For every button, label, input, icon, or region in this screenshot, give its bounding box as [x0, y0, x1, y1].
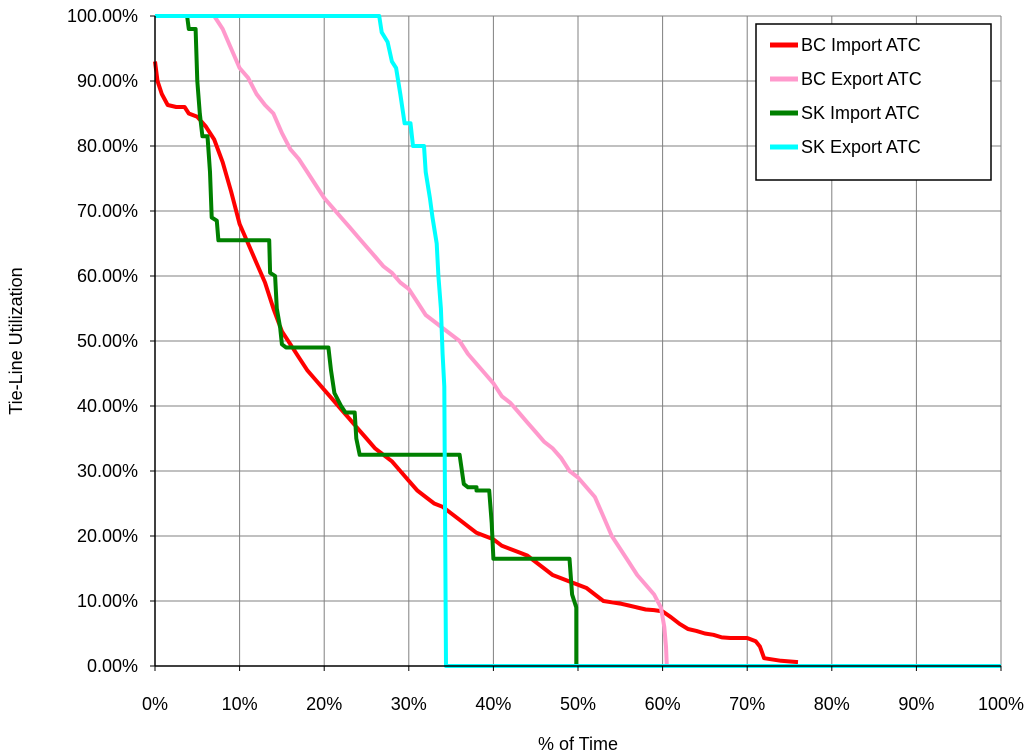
x-tick-label: 80% [814, 694, 850, 714]
y-axis-label: Tie-Line Utilization [6, 267, 26, 414]
legend-box [755, 23, 992, 181]
series-line [155, 14, 669, 667]
x-tick-label: 90% [898, 694, 934, 714]
legend-label: BC Import ATC [801, 35, 921, 55]
x-axis-ticks: 0% 10% 20% 30% 40% 50% 60% 70% 80% 90% 100% [142, 666, 1024, 714]
x-tick-label: 20% [306, 694, 342, 714]
series-line [153, 61, 799, 665]
x-tick-label: 60% [645, 694, 681, 714]
y-tick-label: 100.00% [67, 6, 138, 26]
y-tick-label: 20.00% [77, 526, 138, 546]
series-lines [153, 14, 1001, 668]
x-tick-label: 0% [142, 694, 168, 714]
y-tick-label: 50.00% [77, 331, 138, 351]
legend-label: BC Export ATC [801, 69, 922, 89]
series-line [155, 14, 1001, 668]
x-tick-label: 70% [729, 694, 765, 714]
legend-label: SK Import ATC [801, 103, 920, 123]
y-tick-label: 30.00% [77, 461, 138, 481]
y-tick-label: 40.00% [77, 396, 138, 416]
y-tick-label: 80.00% [77, 136, 138, 156]
y-axis-ticks: 0.00% 10.00% 20.00% 30.00% 40.00% 50.00% 60.00… [67, 6, 155, 676]
y-tick-label: 0.00% [87, 656, 138, 676]
legend-label: SK Export ATC [801, 137, 921, 157]
legend: BC Import ATC BC Export ATC SK Import ATC S… [755, 23, 992, 181]
x-tick-label: 100% [978, 694, 1024, 714]
y-tick-label: 10.00% [77, 591, 138, 611]
x-tick-label: 10% [222, 694, 258, 714]
y-tick-label: 60.00% [77, 266, 138, 286]
x-tick-label: 30% [391, 694, 427, 714]
series-line [185, 15, 579, 666]
y-tick-label: 70.00% [77, 201, 138, 221]
x-tick-label: 40% [475, 694, 511, 714]
x-tick-label: 50% [560, 694, 596, 714]
y-tick-label: 90.00% [77, 71, 138, 91]
x-axis-label: % of Time [538, 734, 618, 754]
